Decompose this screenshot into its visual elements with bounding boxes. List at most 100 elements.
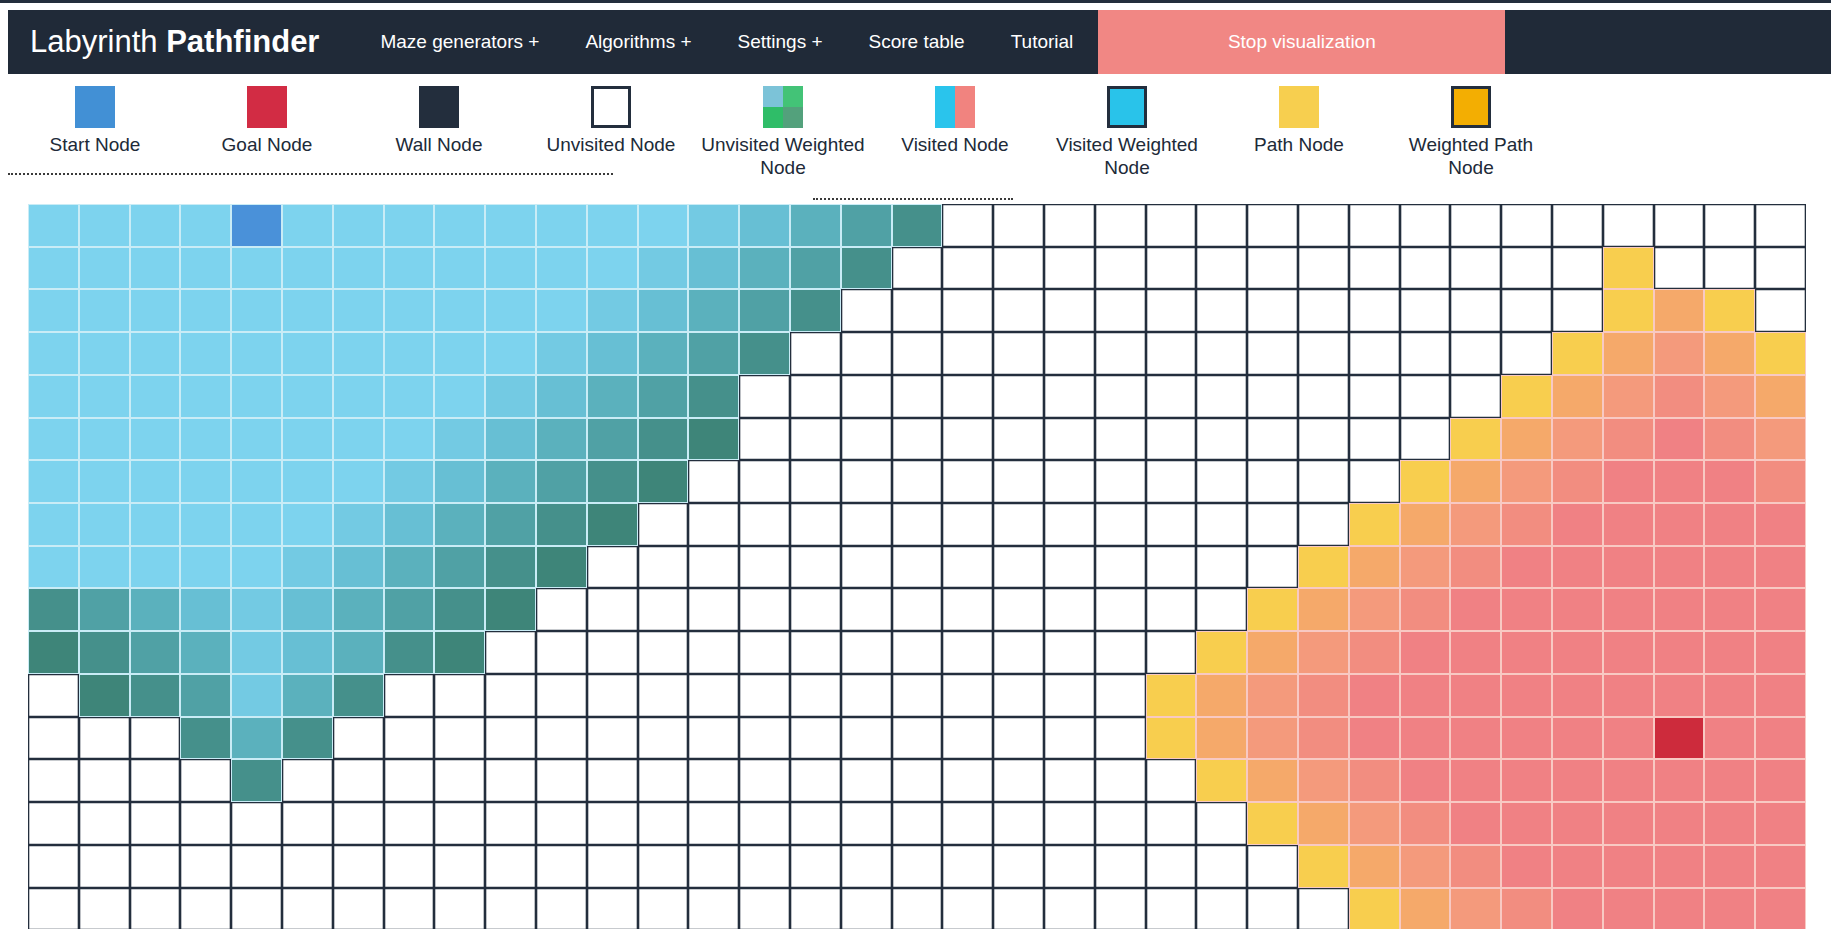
grid-cell[interactable] xyxy=(130,332,181,375)
grid-cell[interactable] xyxy=(333,631,384,674)
grid-cell[interactable] xyxy=(739,717,790,760)
grid-cell[interactable] xyxy=(1755,375,1806,418)
grid-cell[interactable] xyxy=(282,546,333,589)
grid-cell[interactable] xyxy=(384,546,435,589)
grid-cell[interactable] xyxy=(1196,418,1247,461)
grid-cell[interactable] xyxy=(1704,802,1755,845)
grid-cell[interactable] xyxy=(638,289,689,332)
grid-cell[interactable] xyxy=(892,503,943,546)
grid-cell[interactable] xyxy=(790,247,841,290)
grid-cell[interactable] xyxy=(1247,631,1298,674)
grid-cell[interactable] xyxy=(993,845,1044,888)
grid-cell[interactable] xyxy=(739,631,790,674)
grid-cell[interactable] xyxy=(1298,289,1349,332)
grid-cell[interactable] xyxy=(28,631,79,674)
grid-cell[interactable] xyxy=(180,588,231,631)
grid-cell[interactable] xyxy=(384,204,435,247)
grid-cell[interactable] xyxy=(1450,289,1501,332)
grid-cell[interactable] xyxy=(130,546,181,589)
grid-cell[interactable] xyxy=(536,888,587,929)
grid-cell[interactable] xyxy=(1095,759,1146,802)
grid-cell[interactable] xyxy=(892,546,943,589)
grid-cell[interactable] xyxy=(231,332,282,375)
grid-cell[interactable] xyxy=(434,759,485,802)
grid-cell[interactable] xyxy=(993,546,1044,589)
grid-cell[interactable] xyxy=(1298,888,1349,929)
grid-cell[interactable] xyxy=(1298,717,1349,760)
grid-cell[interactable] xyxy=(993,247,1044,290)
grid-cell[interactable] xyxy=(1603,460,1654,503)
grid-cell[interactable] xyxy=(1450,631,1501,674)
grid-cell[interactable] xyxy=(638,759,689,802)
grid-cell[interactable] xyxy=(1146,888,1197,929)
grid-cell[interactable] xyxy=(942,247,993,290)
grid-cell[interactable] xyxy=(1247,674,1298,717)
grid-cell[interactable] xyxy=(942,845,993,888)
grid-cell[interactable] xyxy=(1044,588,1095,631)
grid-cell[interactable] xyxy=(942,332,993,375)
grid-cell[interactable] xyxy=(1196,460,1247,503)
grid-cell[interactable] xyxy=(1349,332,1400,375)
grid-cell[interactable] xyxy=(892,631,943,674)
grid-cell[interactable] xyxy=(790,759,841,802)
grid-cell[interactable] xyxy=(282,717,333,760)
grid-cell[interactable] xyxy=(282,802,333,845)
grid-cell[interactable] xyxy=(1349,546,1400,589)
grid-cell[interactable] xyxy=(587,717,638,760)
grid-cell[interactable] xyxy=(841,759,892,802)
grid-cell[interactable] xyxy=(739,204,790,247)
grid-cell[interactable] xyxy=(739,674,790,717)
grid-cell[interactable] xyxy=(688,759,739,802)
grid-cell[interactable] xyxy=(1603,674,1654,717)
grid-cell[interactable] xyxy=(1196,588,1247,631)
grid-cell[interactable] xyxy=(790,802,841,845)
grid-cell[interactable] xyxy=(434,888,485,929)
grid-cell[interactable] xyxy=(1501,631,1552,674)
grid-cell[interactable] xyxy=(79,247,130,290)
grid-cell[interactable] xyxy=(790,204,841,247)
grid-cell[interactable] xyxy=(282,375,333,418)
grid-cell[interactable] xyxy=(1450,888,1501,929)
grid-cell[interactable] xyxy=(28,503,79,546)
grid-cell[interactable] xyxy=(1400,247,1451,290)
grid-cell[interactable] xyxy=(231,674,282,717)
grid-cell[interactable] xyxy=(587,802,638,845)
grid-cell[interactable] xyxy=(1196,247,1247,290)
grid-cell[interactable] xyxy=(790,289,841,332)
grid-cell[interactable] xyxy=(1247,418,1298,461)
grid-cell[interactable] xyxy=(1349,247,1400,290)
grid-cell[interactable] xyxy=(638,503,689,546)
grid-cell[interactable] xyxy=(1196,204,1247,247)
grid-cell[interactable] xyxy=(1298,674,1349,717)
goal-node-cell[interactable] xyxy=(1654,717,1705,760)
grid-cell[interactable] xyxy=(841,503,892,546)
grid-cell[interactable] xyxy=(1298,845,1349,888)
grid-cell[interactable] xyxy=(587,588,638,631)
grid-cell[interactable] xyxy=(130,759,181,802)
grid-cell[interactable] xyxy=(892,460,943,503)
grid-cell[interactable] xyxy=(1654,631,1705,674)
grid-cell[interactable] xyxy=(688,888,739,929)
grid-cell[interactable] xyxy=(1298,759,1349,802)
grid-cell[interactable] xyxy=(892,845,943,888)
grid-cell[interactable] xyxy=(333,588,384,631)
grid-cell[interactable] xyxy=(1603,247,1654,290)
grid-cell[interactable] xyxy=(1349,845,1400,888)
grid-cell[interactable] xyxy=(1654,802,1705,845)
grid-cell[interactable] xyxy=(993,588,1044,631)
grid-cell[interactable] xyxy=(1095,717,1146,760)
grid-cell[interactable] xyxy=(180,674,231,717)
grid-cell[interactable] xyxy=(333,418,384,461)
grid-cell[interactable] xyxy=(1552,717,1603,760)
grid-cell[interactable] xyxy=(1044,759,1095,802)
grid-cell[interactable] xyxy=(180,759,231,802)
grid-cell[interactable] xyxy=(28,289,79,332)
grid-cell[interactable] xyxy=(434,717,485,760)
grid-cell[interactable] xyxy=(1450,546,1501,589)
grid-cell[interactable] xyxy=(1298,546,1349,589)
grid-cell[interactable] xyxy=(1704,674,1755,717)
grid-cell[interactable] xyxy=(790,888,841,929)
grid-cell[interactable] xyxy=(536,332,587,375)
grid-cell[interactable] xyxy=(1704,503,1755,546)
grid-cell[interactable] xyxy=(1349,375,1400,418)
